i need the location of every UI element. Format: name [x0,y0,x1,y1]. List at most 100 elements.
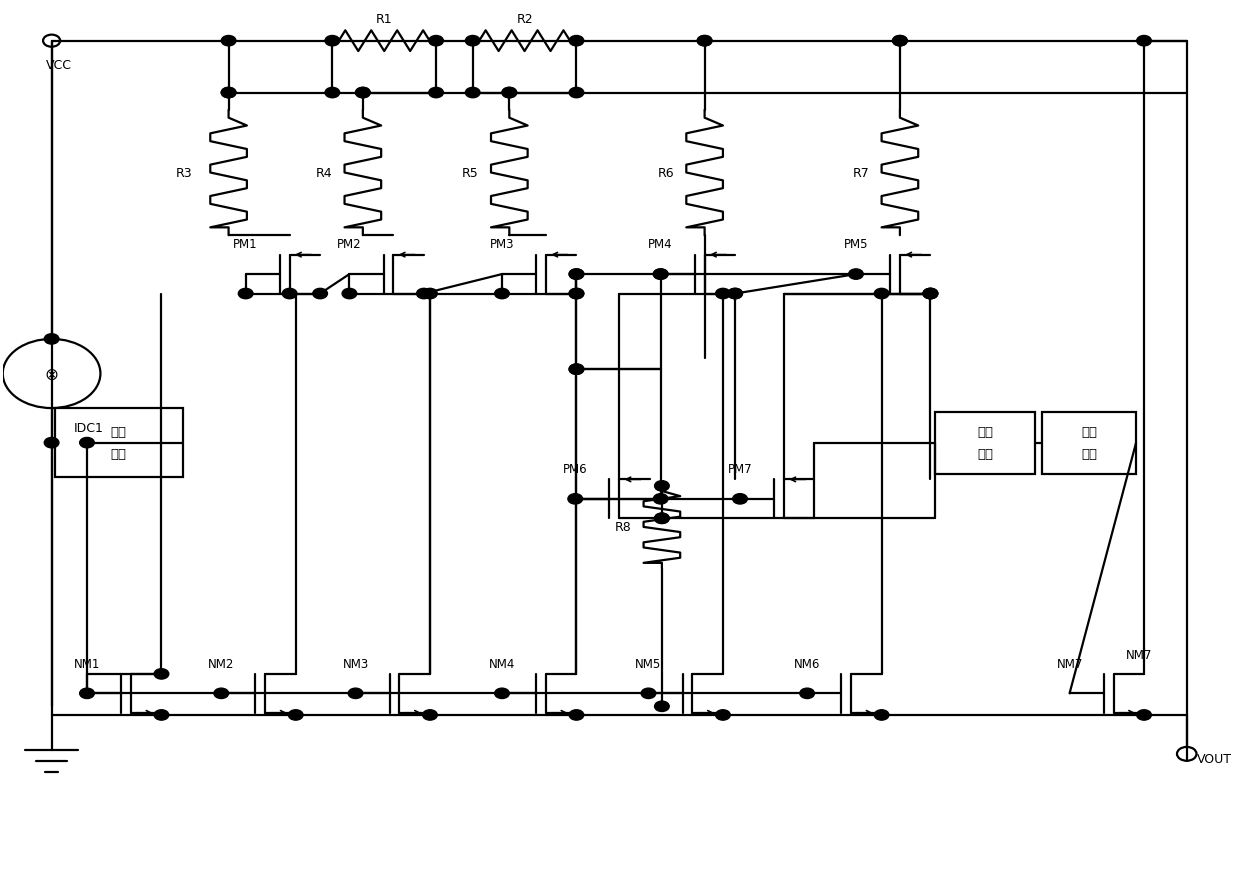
FancyBboxPatch shape [55,408,182,478]
Circle shape [923,289,937,299]
Text: NM1: NM1 [74,657,100,670]
Text: R8: R8 [615,521,631,534]
Circle shape [423,289,438,299]
Circle shape [569,89,584,98]
Circle shape [569,289,584,299]
Circle shape [848,269,863,280]
Text: PM6: PM6 [563,462,588,475]
Text: IDC1: IDC1 [73,421,103,434]
Text: 电路: 电路 [977,448,993,461]
Circle shape [215,688,228,699]
Circle shape [356,89,371,98]
Text: VCC: VCC [46,59,72,72]
Text: R6: R6 [657,167,675,180]
Circle shape [495,289,510,299]
Circle shape [653,269,668,280]
Text: NM5: NM5 [635,657,662,670]
Circle shape [429,89,444,98]
Text: R1: R1 [376,13,393,26]
Circle shape [655,514,670,524]
Text: PM1: PM1 [233,238,258,251]
Circle shape [641,688,656,699]
Circle shape [653,269,668,280]
Circle shape [325,89,340,98]
Circle shape [45,438,60,448]
Text: NM3: NM3 [342,657,368,670]
Circle shape [733,494,748,504]
Circle shape [923,289,937,299]
Text: PM2: PM2 [337,238,362,251]
Circle shape [893,36,908,47]
Circle shape [221,89,236,98]
Circle shape [569,365,584,375]
Circle shape [423,710,438,720]
Text: R7: R7 [853,167,869,180]
Circle shape [655,701,670,712]
Circle shape [495,688,510,699]
Circle shape [569,36,584,47]
Circle shape [79,688,94,699]
Text: R2: R2 [516,13,533,26]
Text: 电路: 电路 [1081,448,1097,461]
Circle shape [502,89,517,98]
Circle shape [342,289,357,299]
Circle shape [1137,710,1152,720]
Circle shape [728,289,743,299]
Circle shape [569,269,584,280]
Text: PM7: PM7 [728,462,753,475]
Text: NM2: NM2 [208,657,234,670]
Text: R4: R4 [316,167,332,180]
Circle shape [923,289,937,299]
Circle shape [154,710,169,720]
Circle shape [45,335,60,345]
Circle shape [429,36,444,47]
Text: R3: R3 [175,167,192,180]
Circle shape [569,710,584,720]
Circle shape [715,289,730,299]
Circle shape [874,710,889,720]
Text: NM4: NM4 [489,657,515,670]
Circle shape [655,514,670,524]
Circle shape [325,36,340,47]
Text: PM4: PM4 [649,238,673,251]
Circle shape [568,494,583,504]
Circle shape [653,494,668,504]
Circle shape [417,289,432,299]
Text: 控制: 控制 [110,426,126,438]
Text: PM5: PM5 [843,238,868,251]
FancyBboxPatch shape [935,412,1035,474]
Circle shape [697,36,712,47]
Circle shape [893,36,908,47]
Text: 驱动: 驱动 [1081,426,1097,438]
Text: 电路: 电路 [110,448,126,461]
Circle shape [221,89,236,98]
Circle shape [79,438,94,448]
Circle shape [221,36,236,47]
FancyBboxPatch shape [1042,412,1136,474]
Circle shape [502,89,517,98]
Circle shape [312,289,327,299]
Text: 逻辑: 逻辑 [977,426,993,438]
Text: PM3: PM3 [490,238,515,251]
Circle shape [283,289,296,299]
Text: R5: R5 [463,167,479,180]
Circle shape [569,269,584,280]
Circle shape [728,289,743,299]
Circle shape [569,289,584,299]
Text: NM6: NM6 [794,657,821,670]
Circle shape [569,365,584,375]
Circle shape [356,89,371,98]
Text: NM7: NM7 [1126,648,1152,661]
Circle shape [465,36,480,47]
Circle shape [874,289,889,299]
Circle shape [1137,36,1152,47]
Circle shape [348,688,363,699]
Circle shape [697,36,712,47]
Circle shape [655,481,670,492]
Text: NM7: NM7 [1056,657,1083,670]
Circle shape [154,669,169,680]
Circle shape [465,89,480,98]
Text: VOUT: VOUT [1197,752,1231,765]
Circle shape [800,688,815,699]
Text: ⊗: ⊗ [45,365,58,383]
